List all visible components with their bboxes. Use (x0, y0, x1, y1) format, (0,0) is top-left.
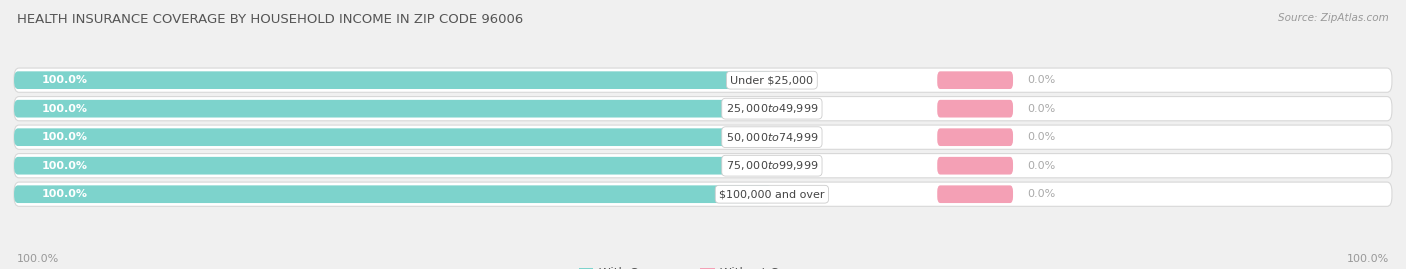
FancyBboxPatch shape (14, 128, 772, 146)
Text: $75,000 to $99,999: $75,000 to $99,999 (725, 159, 818, 172)
Text: Under $25,000: Under $25,000 (730, 75, 814, 85)
Text: 100.0%: 100.0% (42, 75, 87, 85)
Text: 100.0%: 100.0% (1347, 254, 1389, 264)
FancyBboxPatch shape (14, 125, 1392, 149)
Text: Source: ZipAtlas.com: Source: ZipAtlas.com (1278, 13, 1389, 23)
Text: 0.0%: 0.0% (1026, 132, 1054, 142)
FancyBboxPatch shape (14, 182, 1392, 206)
Text: 0.0%: 0.0% (1026, 104, 1054, 114)
FancyBboxPatch shape (14, 154, 1392, 178)
Text: $25,000 to $49,999: $25,000 to $49,999 (725, 102, 818, 115)
FancyBboxPatch shape (14, 97, 1392, 121)
Text: $50,000 to $74,999: $50,000 to $74,999 (725, 131, 818, 144)
Text: HEALTH INSURANCE COVERAGE BY HOUSEHOLD INCOME IN ZIP CODE 96006: HEALTH INSURANCE COVERAGE BY HOUSEHOLD I… (17, 13, 523, 26)
Text: 100.0%: 100.0% (17, 254, 59, 264)
Text: 100.0%: 100.0% (42, 132, 87, 142)
FancyBboxPatch shape (938, 157, 1014, 175)
FancyBboxPatch shape (938, 185, 1014, 203)
Text: 100.0%: 100.0% (42, 161, 87, 171)
Text: 0.0%: 0.0% (1026, 75, 1054, 85)
Text: 100.0%: 100.0% (42, 189, 87, 199)
Text: 0.0%: 0.0% (1026, 189, 1054, 199)
FancyBboxPatch shape (14, 71, 772, 89)
Legend: With Coverage, Without Coverage: With Coverage, Without Coverage (574, 262, 832, 269)
FancyBboxPatch shape (938, 100, 1014, 118)
Text: 0.0%: 0.0% (1026, 161, 1054, 171)
FancyBboxPatch shape (14, 157, 772, 175)
FancyBboxPatch shape (14, 100, 772, 118)
FancyBboxPatch shape (14, 185, 772, 203)
FancyBboxPatch shape (938, 71, 1014, 89)
FancyBboxPatch shape (14, 68, 1392, 92)
Text: $100,000 and over: $100,000 and over (718, 189, 825, 199)
Text: 100.0%: 100.0% (42, 104, 87, 114)
FancyBboxPatch shape (938, 128, 1014, 146)
